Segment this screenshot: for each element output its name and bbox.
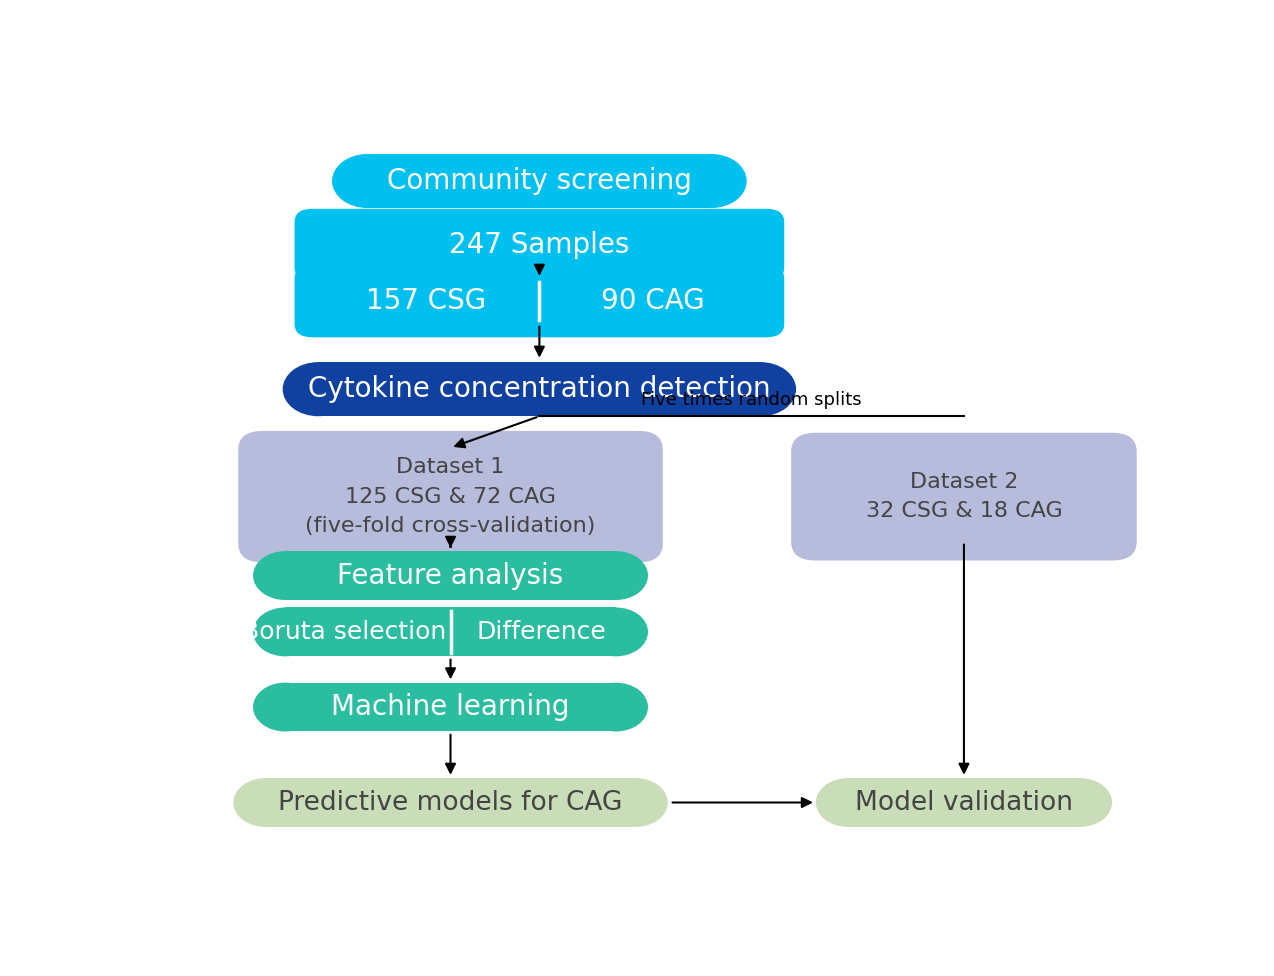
Ellipse shape xyxy=(333,154,403,208)
FancyBboxPatch shape xyxy=(285,682,615,731)
Ellipse shape xyxy=(675,154,747,208)
Ellipse shape xyxy=(254,682,317,731)
Ellipse shape xyxy=(233,778,298,827)
FancyBboxPatch shape xyxy=(285,551,615,600)
Text: 157 CSG: 157 CSG xyxy=(366,287,485,315)
Text: Cytokine concentration detection: Cytokine concentration detection xyxy=(308,375,771,403)
Ellipse shape xyxy=(725,362,796,416)
FancyBboxPatch shape xyxy=(238,430,662,562)
Text: Model validation: Model validation xyxy=(855,790,1073,816)
FancyBboxPatch shape xyxy=(368,154,711,208)
Text: Community screening: Community screening xyxy=(387,167,692,195)
Ellipse shape xyxy=(604,778,668,827)
Text: Machine learning: Machine learning xyxy=(331,693,569,721)
Ellipse shape xyxy=(254,551,317,600)
Text: 90 CAG: 90 CAG xyxy=(601,287,705,315)
Text: 247 Samples: 247 Samples xyxy=(450,231,629,259)
FancyBboxPatch shape xyxy=(318,362,761,416)
FancyBboxPatch shape xyxy=(848,778,1080,827)
FancyBboxPatch shape xyxy=(294,265,785,338)
Text: Dataset 1
125 CSG & 72 CAG
(five-fold cross-validation): Dataset 1 125 CSG & 72 CAG (five-fold cr… xyxy=(306,457,596,536)
Text: Predictive models for CAG: Predictive models for CAG xyxy=(278,790,623,816)
Text: Feature analysis: Feature analysis xyxy=(338,561,563,590)
Ellipse shape xyxy=(283,362,354,416)
Ellipse shape xyxy=(254,607,317,656)
Text: Five times random splits: Five times random splits xyxy=(641,390,862,409)
FancyBboxPatch shape xyxy=(285,607,615,656)
FancyBboxPatch shape xyxy=(265,778,636,827)
FancyBboxPatch shape xyxy=(294,209,785,281)
Ellipse shape xyxy=(583,551,648,600)
Ellipse shape xyxy=(1049,778,1112,827)
Text: Boruta selection: Boruta selection xyxy=(242,620,446,644)
Ellipse shape xyxy=(583,682,648,731)
Text: Difference: Difference xyxy=(476,620,606,644)
FancyBboxPatch shape xyxy=(791,432,1136,560)
Ellipse shape xyxy=(815,778,880,827)
Ellipse shape xyxy=(583,607,648,656)
Text: Dataset 2
32 CSG & 18 CAG: Dataset 2 32 CSG & 18 CAG xyxy=(865,471,1063,521)
